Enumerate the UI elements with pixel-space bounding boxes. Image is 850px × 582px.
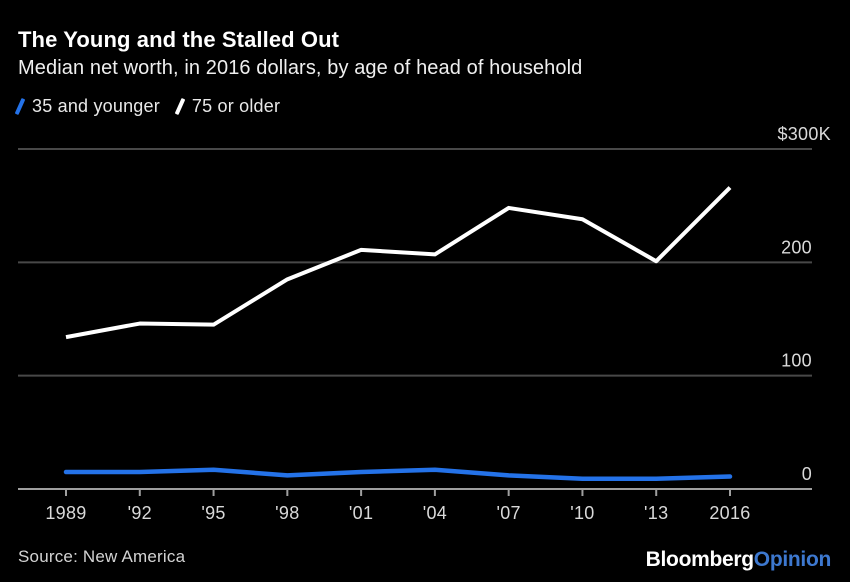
x-tick-label-1998: '98 [275,503,299,523]
y-tick-label-0: 0 [802,464,812,484]
x-tick-label-2007: '07 [496,503,520,523]
y-tick-label-100: 100 [781,351,812,371]
chart-subtitle: Median net worth, in 2016 dollars, by ag… [18,57,583,79]
x-tick-label-1995: '95 [201,503,225,523]
legend-label-35-and-younger: 35 and younger [32,96,160,116]
source-note: Source: New America [18,547,186,566]
bloomberg-opinion-logo: BloombergOpinion [645,548,832,572]
line-75-or-older [65,186,732,340]
line-35-and-younger [63,467,733,482]
x-tick-label-1992: '92 [128,503,152,523]
legend-item-35-and-younger: 35 and younger [14,96,160,117]
legend-item-75-or-older: 75 or older [174,96,281,117]
x-tick-label-2016: 2016 [709,503,750,523]
logo-opinion: Opinion [753,548,832,571]
legend-label-75-or-older: 75 or older [191,96,281,116]
x-tick-label-2004: '04 [423,503,447,523]
x-tick-label-1989: 1989 [45,503,86,523]
x-tick-label-2001: '01 [349,503,373,523]
y-tick-label-200: 200 [781,237,812,257]
chart-title: The Young and the Stalled Out [18,27,340,52]
chart-legend: 35 and younger 75 or older [14,96,281,117]
logo-bloomberg: Bloomberg [645,548,754,571]
x-tick-label-2013: '13 [644,503,668,523]
y-tick-label-300: $300K [777,124,831,144]
x-tick-label-2010: '10 [570,503,594,523]
